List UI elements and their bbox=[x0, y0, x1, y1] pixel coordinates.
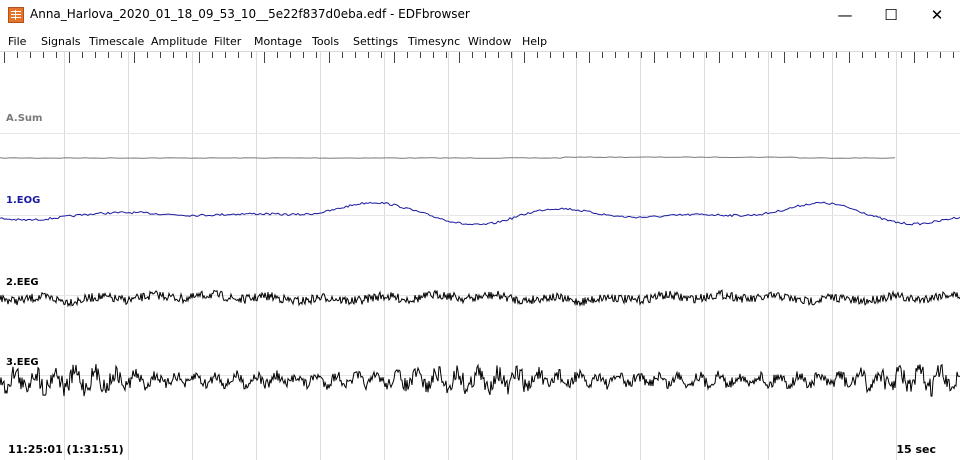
signal-plot[interactable] bbox=[0, 52, 960, 460]
signal-label-eog[interactable]: 1.EOG bbox=[6, 195, 41, 206]
edfbrowser-app-icon bbox=[8, 7, 24, 23]
menu-amplitude[interactable]: Amplitude bbox=[151, 35, 208, 48]
timescale-readout: 15 sec bbox=[896, 443, 936, 456]
menu-help[interactable]: Help bbox=[522, 35, 548, 48]
menu-settings[interactable]: Settings bbox=[353, 35, 399, 48]
signal-label-asum[interactable]: A.Sum bbox=[6, 113, 43, 124]
menu-bar: File Signals Timescale Amplitude Filter … bbox=[0, 31, 960, 51]
minimize-button[interactable]: — bbox=[837, 6, 853, 24]
time-position-readout: 11:25:01 (1:31:51) bbox=[8, 443, 124, 456]
window-title: Anna_Harlova_2020_01_18_09_53_10__5e22f8… bbox=[30, 7, 470, 21]
signal-label-eeg-3[interactable]: 3.EEG bbox=[6, 357, 39, 368]
trace-eeg-3 bbox=[0, 363, 960, 397]
menu-timescale[interactable]: Timescale bbox=[89, 35, 145, 48]
trace-eog bbox=[0, 201, 960, 226]
signal-canvas[interactable]: A.Sum 1.EOG 2.EEG 3.EEG 11:25:01 (1:31:5… bbox=[0, 51, 960, 460]
menu-filter[interactable]: Filter bbox=[214, 35, 242, 48]
trace-eeg-2 bbox=[0, 289, 960, 308]
title-bar: Anna_Harlova_2020_01_18_09_53_10__5e22f8… bbox=[0, 0, 960, 30]
menu-file[interactable]: File bbox=[8, 35, 27, 48]
signal-label-eeg-2[interactable]: 2.EEG bbox=[6, 277, 39, 288]
menu-timesync[interactable]: Timesync bbox=[408, 35, 461, 48]
menu-montage[interactable]: Montage bbox=[254, 35, 302, 48]
maximize-button[interactable]: ☐ bbox=[884, 6, 898, 24]
close-button[interactable]: ✕ bbox=[930, 6, 944, 24]
menu-window[interactable]: Window bbox=[468, 35, 512, 48]
menu-tools[interactable]: Tools bbox=[312, 35, 340, 48]
menu-signals[interactable]: Signals bbox=[41, 35, 81, 48]
trace-asum bbox=[0, 156, 896, 159]
